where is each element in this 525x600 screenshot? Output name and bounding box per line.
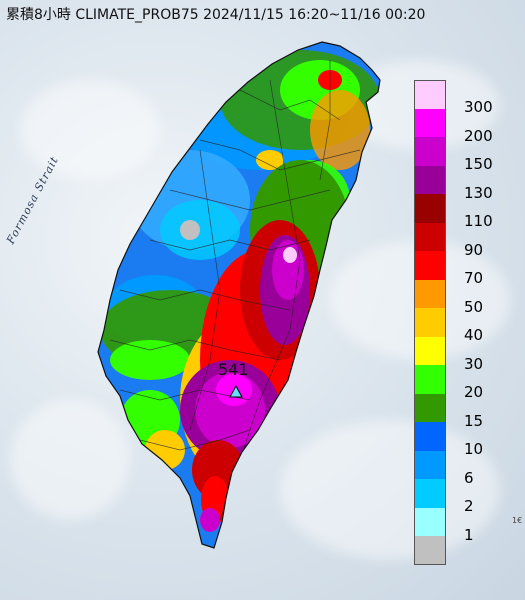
legend-row: 200 (414, 108, 518, 145)
cloud-shape (10, 400, 130, 520)
legend-swatch (414, 536, 446, 565)
rainfall-legend: 300 200 150 130 110 90 70 50 40 30 20 15 10 6 2 1 (414, 80, 518, 565)
legend-label: 2 (464, 497, 474, 515)
legend-label: 200 (464, 126, 493, 145)
legend-label: 50 (464, 297, 484, 316)
legend-swatch (414, 80, 446, 109)
legend-row: 20 (414, 365, 518, 401)
max-rainfall-value: 541 (218, 360, 249, 379)
legend-row: 90 (414, 222, 518, 259)
legend-swatch (414, 308, 446, 337)
legend-label: 40 (464, 326, 484, 344)
legend-row (414, 536, 518, 565)
legend-label: 30 (464, 354, 484, 373)
edge-label: 1€ (512, 516, 523, 525)
legend-label: 150 (464, 155, 493, 173)
legend-label: 130 (464, 183, 493, 202)
taiwan-coastline (97, 41, 381, 549)
cloud-shape (280, 420, 500, 560)
legend-label: 70 (464, 269, 484, 287)
legend-swatch (414, 450, 446, 479)
legend-swatch (414, 393, 446, 422)
legend-swatch (414, 365, 446, 394)
legend-row: 130 (414, 165, 518, 202)
legend-label: 10 (464, 440, 484, 458)
legend-row: 300 (414, 80, 518, 116)
legend-row: 150 (414, 137, 518, 173)
max-rainfall-triangle-icon (229, 384, 243, 398)
legend-row: 70 (414, 251, 518, 287)
legend-label: 110 (464, 212, 493, 230)
legend-label: 15 (464, 411, 484, 430)
legend-row: 15 (414, 393, 518, 430)
legend-swatch (414, 165, 446, 194)
legend-swatch (414, 251, 446, 280)
legend-swatch (414, 507, 446, 536)
legend-swatch (414, 279, 446, 308)
legend-label: 20 (464, 383, 484, 401)
legend-swatch (414, 336, 446, 365)
legend-row: 10 (414, 422, 518, 458)
map-title: 累積8小時 CLIMATE_PROB75 2024/11/15 16:20~11… (6, 7, 426, 23)
legend-swatch (414, 108, 446, 137)
legend-label: 6 (464, 468, 474, 487)
legend-row: 110 (414, 194, 518, 230)
legend-swatch (414, 222, 446, 251)
legend-swatch (414, 479, 446, 508)
legend-row: 50 (414, 279, 518, 316)
legend-swatch (414, 422, 446, 451)
legend-label: 1 (464, 525, 474, 544)
legend-row: 40 (414, 308, 518, 344)
legend-swatch (414, 137, 446, 166)
legend-row: 1 (414, 507, 518, 544)
legend-row: 30 (414, 336, 518, 373)
legend-label: 300 (464, 98, 493, 116)
legend-swatch (414, 194, 446, 223)
legend-row: 2 (414, 479, 518, 515)
legend-row: 6 (414, 450, 518, 487)
legend-label: 90 (464, 240, 484, 259)
cloud-shape (20, 80, 160, 180)
